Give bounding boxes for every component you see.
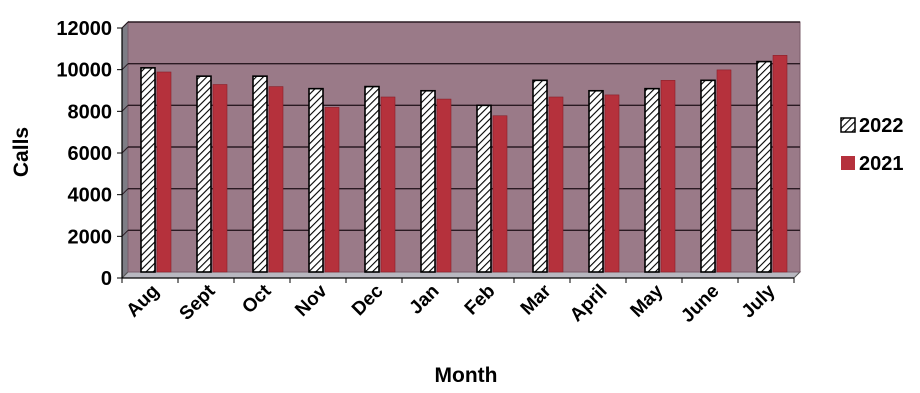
- bar-2021: [212, 84, 228, 273]
- x-tick-label: Jan: [406, 281, 444, 319]
- x-tick-label: July: [738, 280, 780, 322]
- bar-2021: [548, 96, 564, 273]
- x-tick-label: Sept: [176, 280, 220, 324]
- y-tick-label: 0: [101, 268, 112, 290]
- y-axis-title: Calls: [10, 127, 33, 177]
- x-tick-label: Nov: [291, 280, 332, 321]
- legend-label: 2022: [859, 115, 904, 137]
- bar-2022: [588, 89, 604, 273]
- gridline-side: [121, 229, 129, 237]
- bar-2021: [604, 94, 620, 273]
- x-axis-title: Month: [435, 364, 498, 387]
- gridline-side: [121, 146, 129, 154]
- bar-2022: [140, 67, 156, 273]
- bar-2022: [476, 104, 492, 273]
- bar-2021: [436, 98, 452, 273]
- bar-2021: [268, 86, 284, 273]
- bar-2021: [380, 96, 396, 273]
- bar-2022: [252, 75, 268, 273]
- legend: 2022 2021: [840, 115, 904, 175]
- bar-2022: [532, 79, 548, 273]
- bar-2021: [492, 115, 508, 273]
- gridline-side: [121, 188, 129, 196]
- x-tick-label: Mar: [517, 280, 556, 319]
- bar-2021: [716, 69, 732, 273]
- bar-2022: [364, 85, 380, 273]
- gridline-side: [121, 104, 129, 112]
- gridline-side: [121, 63, 129, 71]
- y-tick-label: 6000: [68, 143, 113, 165]
- legend-swatch-2022: [840, 117, 856, 133]
- plot-floor: [120, 271, 802, 279]
- y-tick-label: 2000: [68, 226, 113, 248]
- legend-swatch-2021: [841, 156, 855, 170]
- bar-2021: [156, 71, 172, 273]
- bar-2022: [196, 75, 212, 273]
- y-tick-label: 8000: [68, 101, 113, 123]
- bar-2022: [700, 79, 716, 273]
- y-tick-label: 10000: [56, 60, 112, 82]
- bar-2021: [772, 55, 788, 273]
- x-tick-label: Dec: [348, 280, 388, 320]
- legend-label: 2021: [859, 153, 904, 175]
- x-tick-label: Aug: [123, 281, 164, 322]
- y-tick-label: 12000: [56, 18, 112, 40]
- bar-2022: [756, 60, 772, 273]
- bar-2021: [324, 107, 340, 273]
- bar-2022: [420, 89, 436, 273]
- x-tick-label: Oct: [238, 280, 276, 318]
- x-tick-label: Feb: [461, 281, 500, 320]
- bar-2022: [644, 87, 660, 273]
- y-tick-label: 4000: [68, 185, 113, 207]
- bar-2021: [660, 80, 676, 273]
- x-tick-label: April: [566, 281, 611, 326]
- x-tick-label: June: [677, 281, 723, 327]
- bar-2022: [308, 87, 324, 273]
- gridline-side: [121, 21, 129, 29]
- x-tick-label: May: [627, 280, 668, 321]
